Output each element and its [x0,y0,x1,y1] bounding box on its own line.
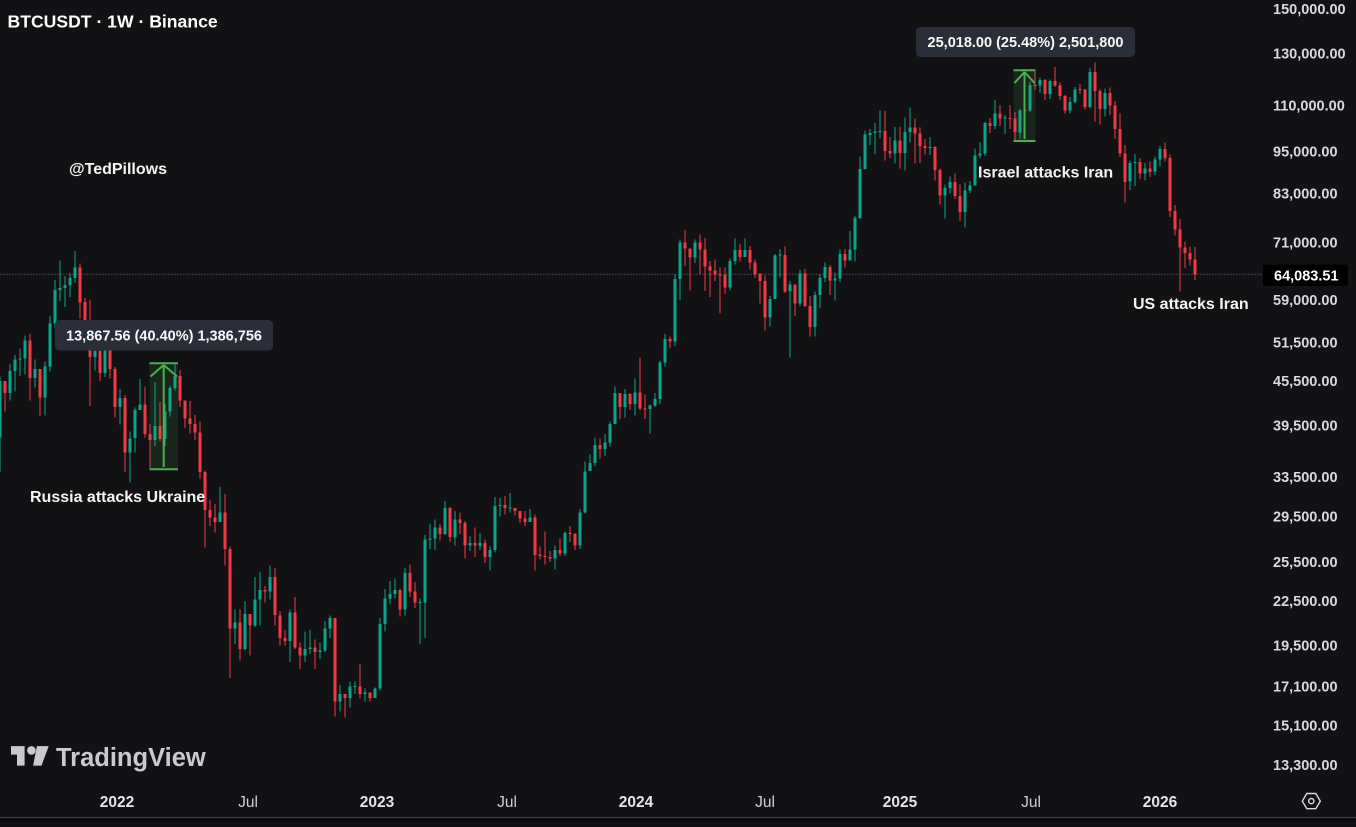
svg-text:Israel attacks Iran: Israel attacks Iran [978,165,1113,182]
svg-text:Jul: Jul [238,794,258,811]
svg-text:110,000.00: 110,000.00 [1273,99,1345,115]
svg-text:130,000.00: 130,000.00 [1273,47,1346,63]
svg-text:150,000.00: 150,000.00 [1273,2,1346,18]
svg-text:Jul: Jul [755,794,775,811]
svg-text:59,000.00: 59,000.00 [1273,293,1338,309]
svg-text:Jul: Jul [1021,794,1041,811]
svg-text:@TedPillows: @TedPillows [69,161,167,178]
svg-text:25,018.00 (25.48%) 2,501,800: 25,018.00 (25.48%) 2,501,800 [928,35,1124,51]
svg-text:39,500.00: 39,500.00 [1273,418,1338,434]
svg-text:83,000.00: 83,000.00 [1273,187,1338,203]
svg-text:13,300.00: 13,300.00 [1273,758,1338,774]
svg-text:BTCUSDT · 1W · Binance: BTCUSDT · 1W · Binance [8,12,218,32]
svg-text:Jul: Jul [497,794,517,811]
svg-text:2023: 2023 [360,794,395,811]
svg-text:17,100.00: 17,100.00 [1273,680,1338,696]
svg-text:33,500.00: 33,500.00 [1273,470,1338,486]
svg-text:95,000.00: 95,000.00 [1273,144,1338,160]
svg-text:2024: 2024 [619,794,654,811]
svg-text:29,500.00: 29,500.00 [1273,510,1338,526]
svg-text:15,100.00: 15,100.00 [1273,719,1338,735]
svg-text:64,083.51: 64,083.51 [1274,269,1339,285]
svg-text:TradingView: TradingView [56,744,206,772]
svg-text:2022: 2022 [100,794,134,811]
svg-text:Russia attacks Ukraine: Russia attacks Ukraine [30,489,205,506]
svg-text:2025: 2025 [883,794,918,811]
svg-text:13,867.56 (40.40%) 1,386,756: 13,867.56 (40.40%) 1,386,756 [66,329,262,345]
svg-text:71,000.00: 71,000.00 [1273,235,1338,251]
svg-text:51,500.00: 51,500.00 [1273,336,1338,352]
svg-text:25,500.00: 25,500.00 [1273,555,1338,571]
svg-text:US attacks Iran: US attacks Iran [1133,296,1249,313]
svg-text:22,500.00: 22,500.00 [1273,594,1338,610]
svg-text:2026: 2026 [1143,794,1178,811]
svg-text:45,500.00: 45,500.00 [1273,374,1338,390]
svg-text:19,500.00: 19,500.00 [1273,639,1338,655]
